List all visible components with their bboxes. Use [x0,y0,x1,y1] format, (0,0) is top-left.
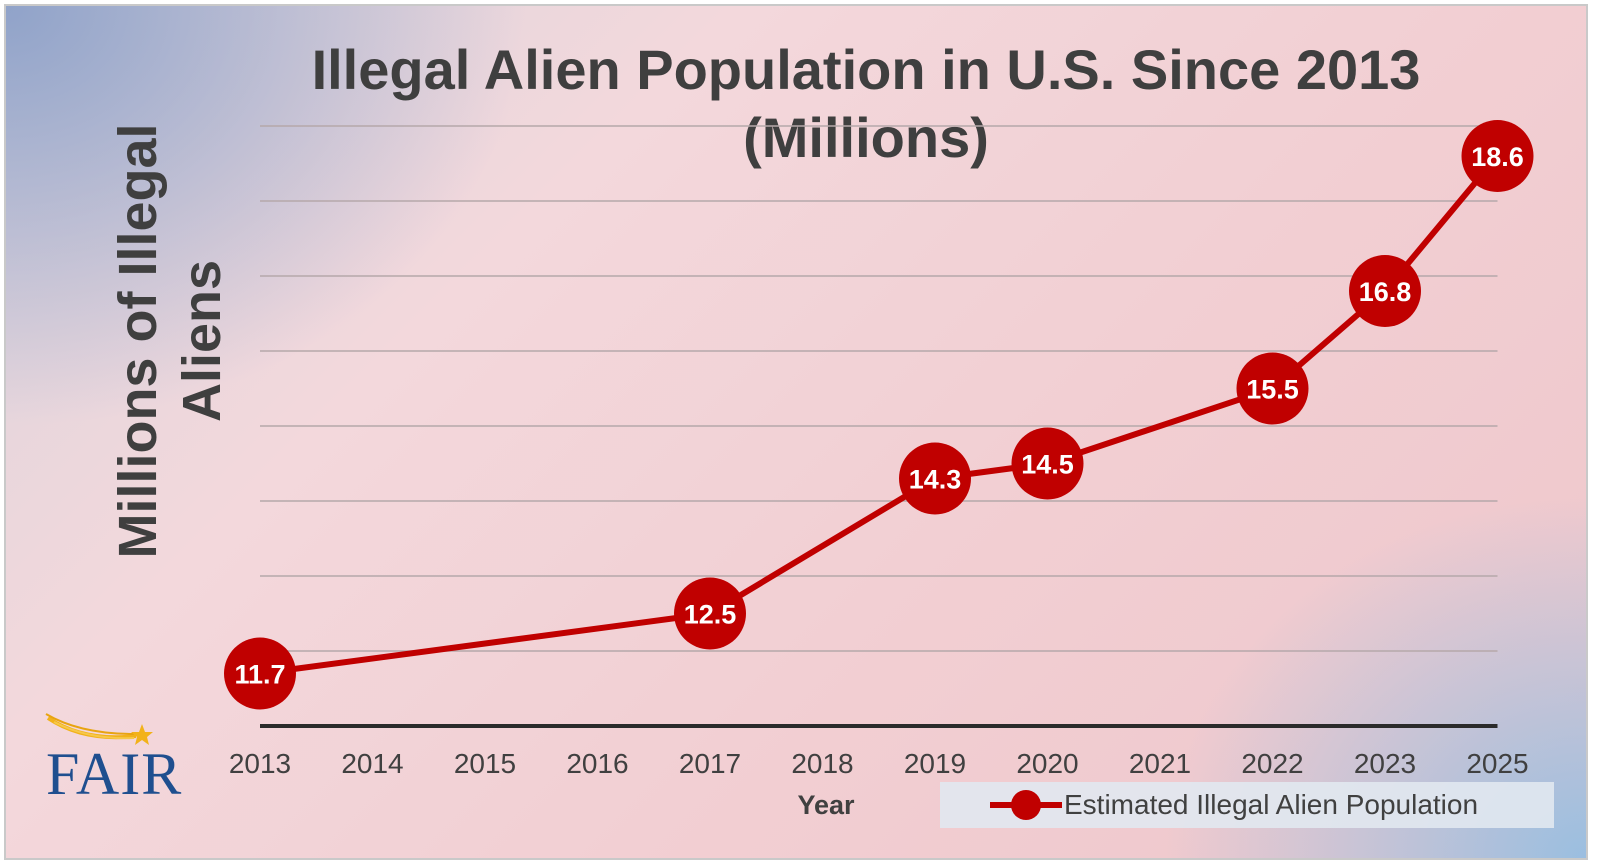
plot-area: 2013 2014 2015 2016 2017 2018 2019 2020 2021 2022… [224,120,1534,779]
x-tick-label-2025: 2025 [1466,748,1528,779]
data-point-2025 [1461,120,1534,192]
fair-logo: FAIR [44,712,204,807]
data-label-2013: 11.7 [234,660,285,690]
x-tick-label-2017: 2017 [679,748,741,779]
x-tick-label-2015: 2015 [454,748,516,779]
legend-dot-marker [1011,790,1041,820]
data-label-2019: 14.3 [909,465,962,495]
series-line [259,154,1500,677]
x-axis-label: Year [797,790,855,820]
data-point-2017 [674,577,746,650]
x-tick-label-2018: 2018 [791,748,853,779]
chart-title: Illegal Alien Population in U.S. Since 2… [186,36,1546,172]
data-point-2022 [1236,352,1309,425]
data-label-2022: 15.5 [1246,375,1299,405]
data-label-2023: 16.8 [1359,277,1412,307]
x-tick-labels: 2013 2014 2015 2016 2017 2018 2019 2020 2021 2022… [229,748,1529,779]
x-tick-label-2014: 2014 [341,748,403,779]
legend-entry-label: Estimated Illegal Alien Population [1064,789,1479,820]
data-label-2020: 14.5 [1021,450,1074,480]
data-point-2023 [1349,255,1421,327]
shooting-star-icon [45,713,153,745]
data-point-2020 [1011,427,1084,500]
fair-logo-text: FAIR [46,741,183,807]
series-estimated-population: 11.7 12.5 14.3 14.5 15.5 16.8 18.6 [224,120,1534,710]
x-tick-label-2021: 2021 [1129,748,1191,779]
x-tick-label-2019: 2019 [904,748,966,779]
x-tick-label-2023: 2023 [1354,748,1416,779]
data-label-2017: 12.5 [684,600,737,630]
data-point-2013 [224,637,296,710]
x-tick-label-2022: 2022 [1241,748,1303,779]
chart-frame: Illegal Alien Population in U.S. Since 2… [4,4,1588,860]
data-point-2019 [899,442,971,515]
x-tick-label-2013: 2013 [229,748,291,779]
gridlines [260,125,1498,652]
x-tick-label-2020: 2020 [1016,748,1078,779]
x-tick-label-2016: 2016 [566,748,628,779]
chart-title-line-2: (Millions) [743,106,989,169]
legend-swatch [990,782,1062,828]
chart-title-line-1: Illegal Alien Population in U.S. Since 2… [311,38,1421,101]
legend: Estimated Illegal Alien Population [940,782,1554,828]
data-label-2025: 18.6 [1471,142,1524,172]
